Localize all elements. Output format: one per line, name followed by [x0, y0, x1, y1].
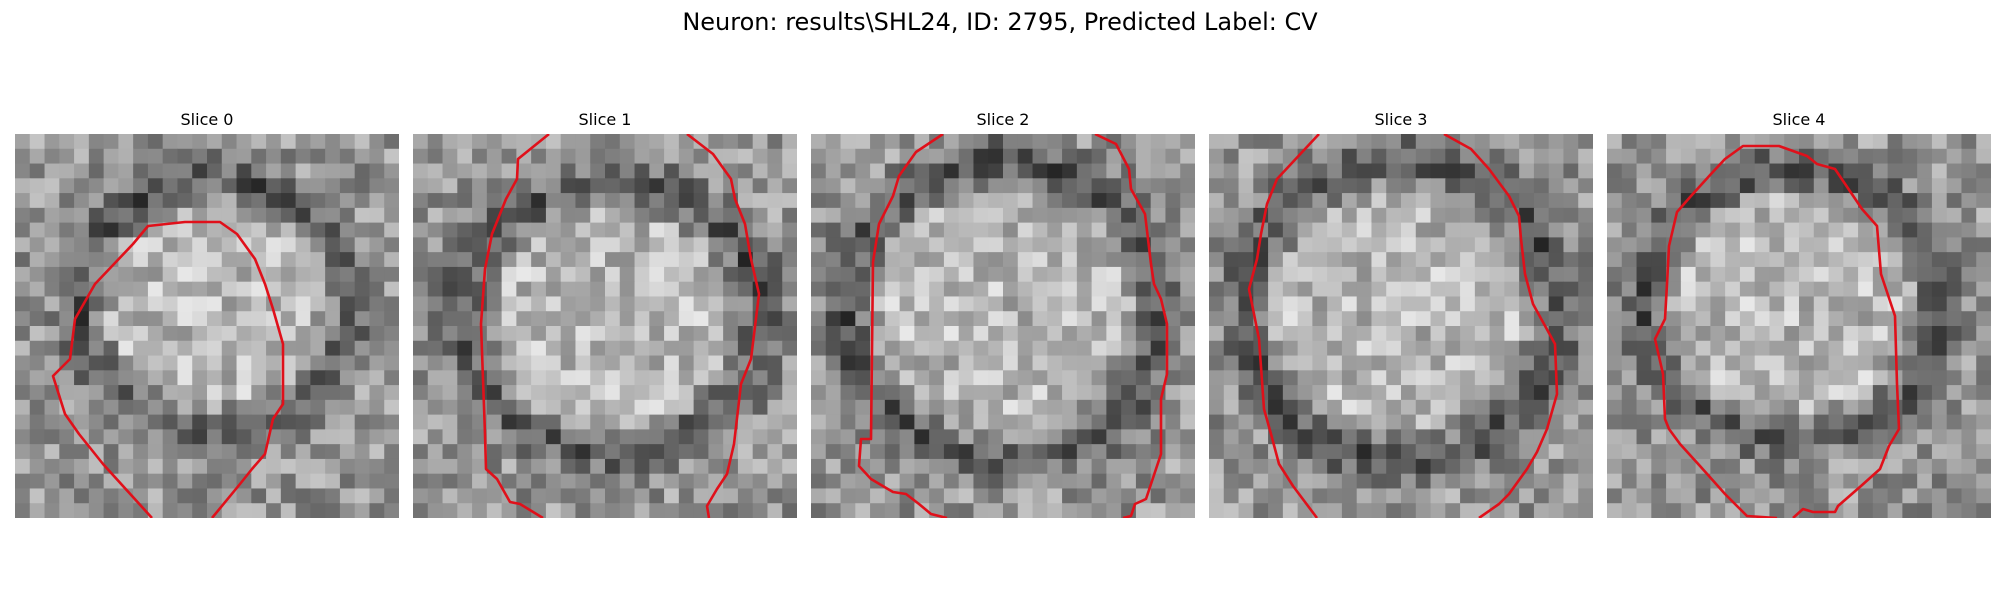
contour-line-2-1 [1094, 134, 1169, 518]
contour-line-3-1 [1443, 134, 1559, 518]
slice-image-0 [15, 134, 399, 518]
contour-line-3-0 [1247, 134, 1320, 518]
slice-image-1 [413, 134, 797, 518]
slice-image-2 [811, 134, 1195, 518]
figure-title: Neuron: results\SHL24, ID: 2795, Predict… [682, 8, 1318, 36]
slice-panel-4: Slice 4 [1607, 108, 1991, 526]
slice-title-3: Slice 3 [1374, 110, 1428, 129]
slice-panel-2: Slice 2 [811, 108, 1195, 526]
slice-panel-3: Slice 3 [1209, 108, 1593, 526]
slice-title-0: Slice 0 [180, 110, 234, 129]
slice-image-3 [1209, 134, 1593, 518]
contour-line-0-0 [51, 220, 285, 518]
slice-panel-1: Slice 1 [413, 108, 797, 526]
contour-line-4-0 [1653, 144, 1901, 518]
slice-title-2: Slice 2 [976, 110, 1030, 129]
contour-line-1-1 [686, 134, 761, 518]
slice-panel-0: Slice 0 [15, 108, 399, 526]
slice-image-4 [1607, 134, 1991, 518]
slice-title-1: Slice 1 [578, 110, 632, 129]
slice-title-4: Slice 4 [1772, 110, 1826, 129]
contour-line-2-0 [857, 134, 948, 518]
contour-line-1-0 [479, 134, 550, 518]
